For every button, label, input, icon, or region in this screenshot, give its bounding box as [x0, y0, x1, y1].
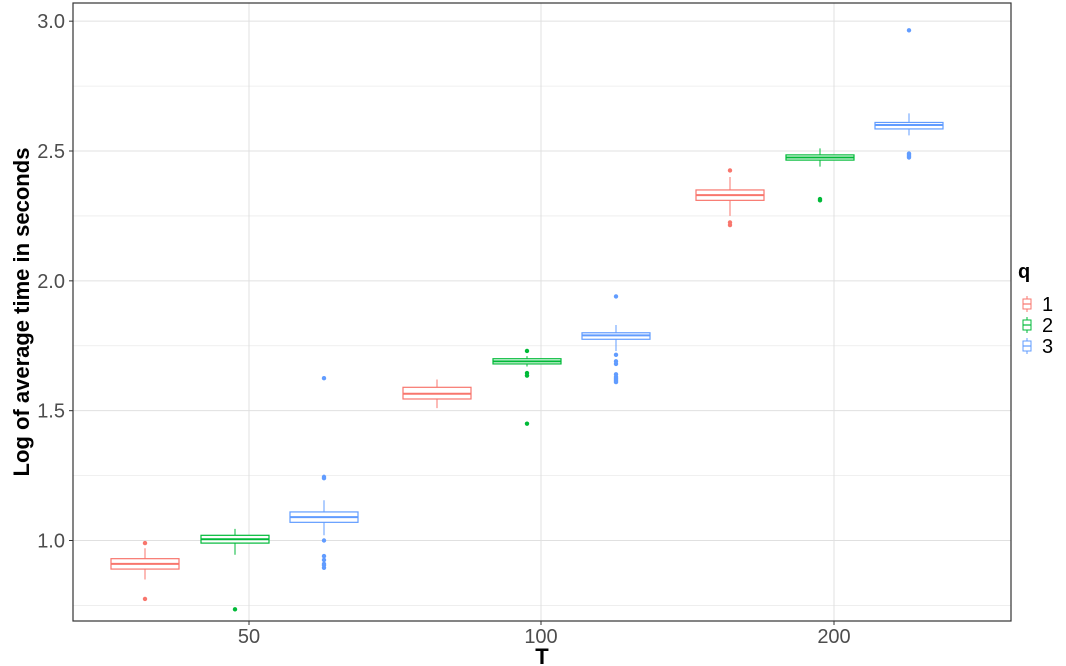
box-q3-t200 [874, 28, 944, 160]
y-axis: 1.0 1.5 2.0 2.5 3.0 [37, 11, 73, 553]
outlier-point [321, 475, 327, 481]
y-axis-title: Log of average time in seconds [9, 148, 34, 477]
box-q3-t100 [581, 294, 651, 385]
legend-label: 2 [1042, 315, 1053, 337]
box-series [110, 28, 944, 612]
legend-label: 1 [1042, 294, 1053, 316]
x-tick-label: 200 [817, 626, 850, 648]
box-q2-t100 [492, 348, 562, 426]
outlier-point [613, 361, 619, 367]
outlier-point [524, 421, 530, 426]
outlier-point [817, 198, 823, 203]
outlier-point [906, 155, 912, 160]
box-q1-t200 [695, 168, 765, 228]
x-axis: 50 100 200 [238, 621, 851, 648]
box-q1-t50 [110, 540, 180, 602]
outlier-point [613, 379, 619, 385]
outlier-point [142, 596, 148, 602]
legend-label: 3 [1042, 336, 1053, 358]
y-tick-label: 2.5 [37, 141, 65, 163]
outlier-point [524, 348, 530, 354]
plot-background [73, 3, 1011, 621]
legend-title: q [1018, 261, 1030, 283]
outlier-point [321, 557, 327, 563]
outlier-point [906, 28, 912, 33]
outlier-point [613, 294, 619, 299]
box-q1-t100 [402, 379, 472, 409]
outlier-point [727, 222, 733, 228]
box-q3-t50 [289, 376, 359, 570]
outlier-point [524, 373, 530, 378]
outlier-point [321, 553, 327, 559]
outlier-point [232, 607, 238, 612]
y-tick-label: 1.5 [37, 401, 65, 423]
outlier-point [142, 540, 148, 546]
x-axis-title: T [535, 644, 549, 666]
legend: q 123 [1018, 261, 1053, 358]
outlier-point [321, 376, 327, 381]
plot-border [72, 2, 1012, 622]
outlier-point [613, 352, 619, 358]
outlier-point [321, 565, 327, 570]
outlier-point [727, 168, 733, 173]
legend-item-3: 3 [1022, 336, 1053, 358]
x-tick-label: 50 [238, 626, 260, 648]
box-q2-t200 [785, 148, 855, 203]
box-q2-t50 [200, 528, 270, 612]
y-tick-label: 3.0 [37, 11, 65, 33]
legend-item-2: 2 [1022, 315, 1053, 337]
y-tick-label: 2.0 [37, 271, 65, 293]
outlier-point [321, 538, 327, 543]
legend-item-1: 1 [1022, 294, 1053, 316]
x-tick-label: 100 [524, 626, 557, 648]
y-tick-label: 1.0 [37, 531, 65, 553]
